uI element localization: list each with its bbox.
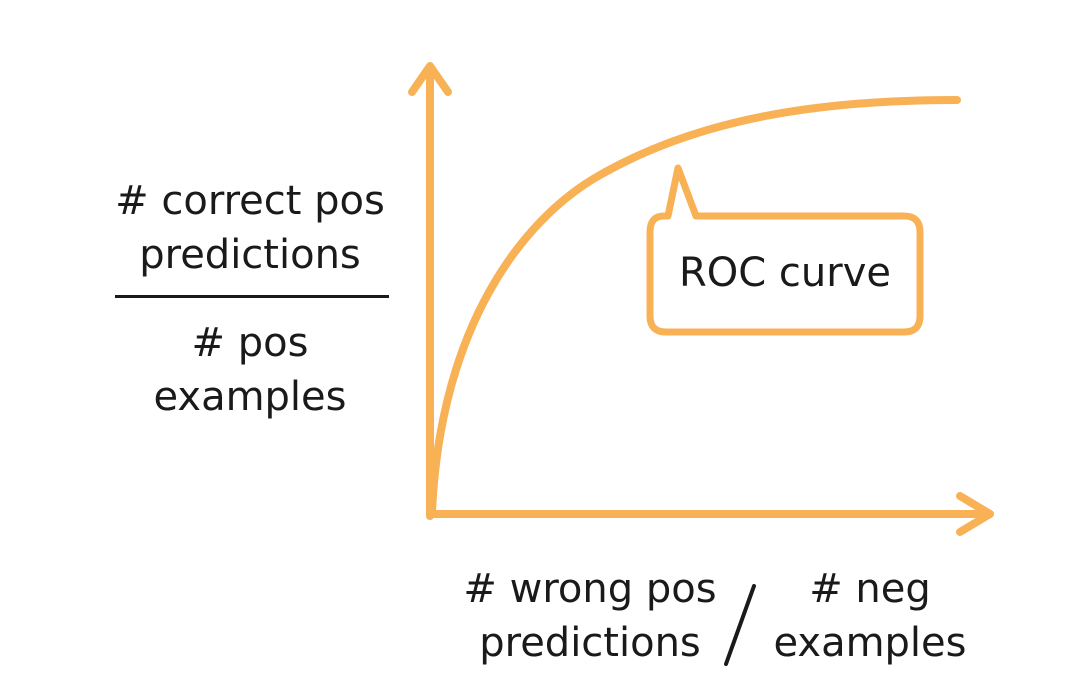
y-label-denominator-line-2: examples (153, 374, 347, 420)
y-label-denominator-line-1: # pos (191, 320, 309, 366)
fraction-bar (115, 295, 389, 298)
x-label-denominator: # neg examples (760, 562, 980, 670)
y-label-numerator-line-1: # correct pos (115, 178, 385, 224)
callout-bubble (646, 164, 924, 336)
x-label-numerator-line-2: predictions (479, 620, 701, 666)
y-label-numerator: # correct pos predictions (100, 174, 400, 282)
y-axis-arrowhead (408, 62, 452, 96)
y-label-denominator: # pos examples (100, 316, 400, 424)
x-label-numerator-line-1: # wrong pos (463, 566, 717, 612)
division-slash (724, 584, 756, 666)
y-label-numerator-line-2: predictions (139, 232, 361, 278)
x-label-denominator-line-2: examples (773, 620, 967, 666)
x-label-numerator: # wrong pos predictions (440, 562, 740, 670)
x-label-denominator-line-1: # neg (809, 566, 931, 612)
roc-curve (428, 96, 961, 516)
x-axis-arrowhead (956, 492, 994, 536)
callout-label: ROC curve (679, 250, 891, 296)
